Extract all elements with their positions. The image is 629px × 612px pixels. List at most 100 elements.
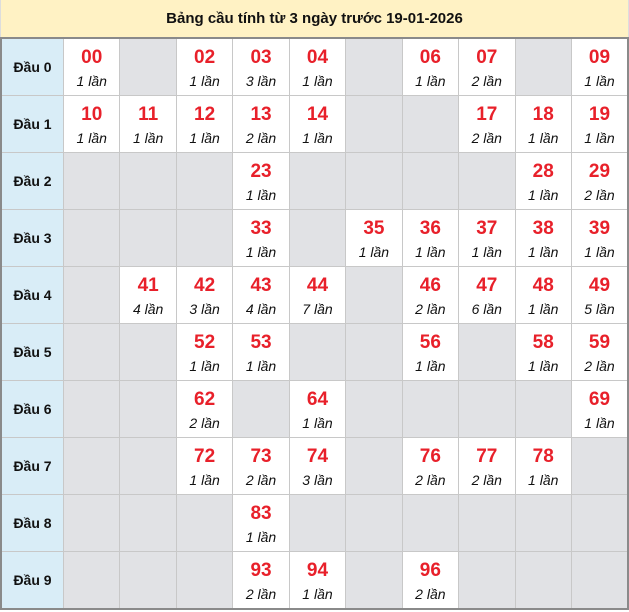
lottery-number: 62	[194, 388, 216, 410]
empty-cell	[458, 551, 516, 610]
number-cell: 44 7 lần	[288, 266, 347, 324]
number-cell: 59 2 lần	[570, 323, 629, 381]
number-cell: 76 2 lần	[401, 437, 460, 495]
row-header: Đầu 1	[0, 95, 64, 153]
number-cell: 04 1 lần	[288, 37, 347, 96]
number-cell: 38 1 lần	[514, 209, 572, 267]
number-cell: 12 1 lần	[175, 95, 234, 153]
occurrence-count: 1 lần	[528, 243, 559, 260]
number-cell: 49 5 lần	[570, 266, 629, 324]
occurrence-count: 2 lần	[415, 585, 446, 602]
lottery-number: 46	[419, 274, 441, 296]
lottery-number: 12	[194, 103, 216, 125]
occurrence-count: 5 lần	[584, 300, 615, 317]
occurrence-count: 1 lần	[528, 471, 559, 488]
row-header: Đầu 4	[0, 266, 64, 324]
lottery-number: 36	[419, 217, 441, 239]
lottery-number: 78	[532, 445, 554, 467]
empty-cell	[570, 437, 629, 495]
row-header: Đầu 3	[0, 209, 64, 267]
empty-cell	[345, 494, 403, 552]
occurrence-count: 2 lần	[471, 129, 502, 146]
occurrence-count: 1 lần	[189, 357, 220, 374]
lottery-number: 38	[532, 217, 554, 239]
lottery-number: 73	[250, 445, 272, 467]
empty-cell	[514, 494, 572, 552]
lottery-number: 42	[194, 274, 216, 296]
lottery-number: 07	[476, 46, 498, 68]
number-cell: 23 1 lần	[232, 152, 290, 210]
lottery-number: 83	[250, 502, 272, 524]
empty-cell	[62, 152, 121, 210]
empty-cell	[288, 152, 347, 210]
empty-cell	[119, 380, 177, 438]
occurrence-count: 1 lần	[189, 129, 220, 146]
number-cell: 37 1 lần	[458, 209, 516, 267]
occurrence-count: 2 lần	[415, 300, 446, 317]
empty-cell	[345, 551, 403, 610]
occurrence-count: 1 lần	[76, 72, 107, 89]
number-cell: 09 1 lần	[570, 37, 629, 96]
occurrence-count: 7 lần	[302, 300, 333, 317]
empty-cell	[119, 437, 177, 495]
lottery-number: 72	[194, 445, 216, 467]
empty-cell	[175, 152, 234, 210]
occurrence-count: 4 lần	[132, 300, 164, 317]
occurrence-count: 1 lần	[132, 129, 164, 146]
lottery-number: 18	[532, 103, 554, 125]
lottery-number: 58	[532, 331, 554, 353]
number-cell: 11 1 lần	[119, 95, 177, 153]
lottery-number: 14	[306, 103, 329, 125]
row-header: Đầu 9	[0, 551, 64, 610]
lottery-number: 17	[476, 103, 498, 125]
number-cell: 77 2 lần	[458, 437, 516, 495]
occurrence-count: 1 lần	[76, 129, 107, 146]
lottery-number: 47	[476, 274, 498, 296]
occurrence-count: 2 lần	[245, 585, 277, 602]
number-cell: 41 4 lần	[119, 266, 177, 324]
occurrence-count: 1 lần	[528, 357, 559, 374]
number-cell: 94 1 lần	[288, 551, 347, 610]
empty-cell	[62, 323, 121, 381]
occurrence-count: 1 lần	[528, 129, 559, 146]
number-cell: 00 1 lần	[62, 37, 121, 96]
occurrence-count: 3 lần	[245, 72, 277, 89]
row-header: Đầu 7	[0, 437, 64, 495]
number-cell: 56 1 lần	[401, 323, 460, 381]
lottery-number: 77	[476, 445, 498, 467]
number-cell: 39 1 lần	[570, 209, 629, 267]
table-row: Đầu 4 41 4 lần 42 3 lần 43 4 lần 44 7 lần 46 2 lần…	[0, 266, 629, 324]
number-cell: 93 2 lần	[232, 551, 290, 610]
number-cell: 02 1 lần	[175, 37, 234, 96]
empty-cell	[288, 494, 347, 552]
frequency-table: Đầu 0 00 1 lần 02 1 lần 03 3 lần 04 1 lần 06 1 lần…	[0, 37, 629, 610]
occurrence-count: 2 lần	[245, 129, 277, 146]
empty-cell	[288, 323, 347, 381]
lottery-number: 96	[419, 559, 441, 581]
number-cell: 07 2 lần	[458, 37, 516, 96]
empty-cell	[119, 494, 177, 552]
table-row: Đầu 8 83 1 lần	[0, 494, 629, 552]
occurrence-count: 1 lần	[302, 585, 333, 602]
occurrence-count: 1 lần	[584, 243, 615, 260]
empty-cell	[62, 437, 121, 495]
number-cell: 43 4 lần	[232, 266, 290, 324]
empty-cell	[345, 152, 403, 210]
lottery-number: 74	[306, 445, 329, 467]
empty-cell	[458, 323, 516, 381]
empty-cell	[175, 551, 234, 610]
table-row: Đầu 9 93 2 lần 94 1 lần 96 2 lần	[0, 551, 629, 610]
occurrence-count: 1 lần	[415, 243, 446, 260]
empty-cell	[345, 37, 403, 96]
lottery-number: 02	[194, 46, 216, 68]
lottery-number: 29	[588, 160, 611, 182]
number-cell: 52 1 lần	[175, 323, 234, 381]
lottery-number: 37	[476, 217, 498, 239]
empty-cell	[119, 323, 177, 381]
lottery-number: 09	[588, 46, 611, 68]
lottery-number: 00	[81, 46, 103, 68]
empty-cell	[458, 494, 516, 552]
table-row: Đầu 2 23 1 lần 28 1 lần 29 2 lần	[0, 152, 629, 210]
lottery-number: 44	[306, 274, 329, 296]
page-title: Bảng cầu tính từ 3 ngày trước 19-01-2026	[0, 0, 629, 37]
